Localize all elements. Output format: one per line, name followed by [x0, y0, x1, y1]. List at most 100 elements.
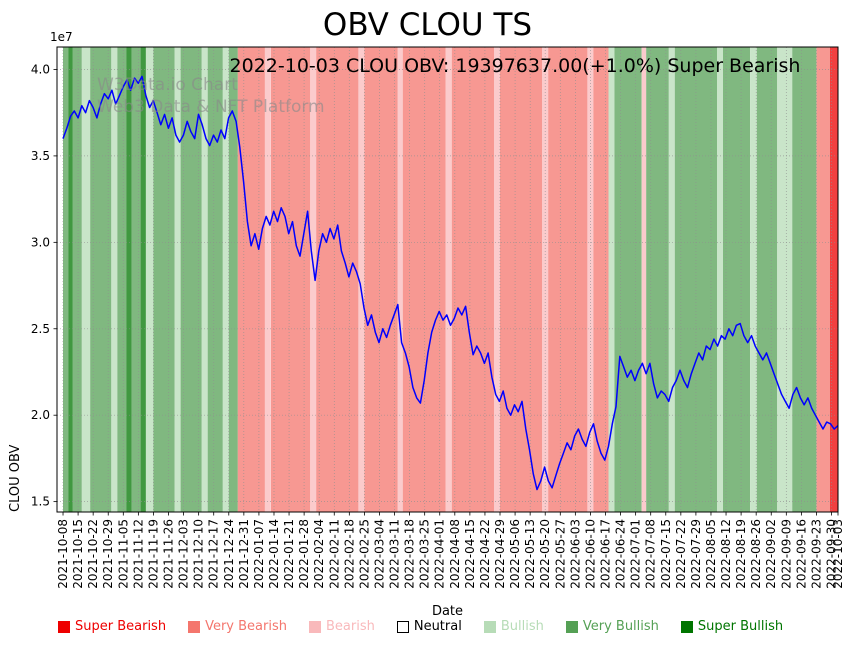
- sentiment-band-bearish: [310, 47, 317, 512]
- y-axis-offset-label: 1e7: [50, 30, 73, 44]
- x-tick-label: 2022-08-12: [719, 519, 733, 589]
- x-tick-label: 2022-03-04: [372, 519, 386, 589]
- sentiment-band-very_bullish: [180, 47, 202, 512]
- sentiment-band-bullish: [222, 47, 229, 512]
- sentiment-band-bullish: [111, 47, 118, 512]
- chart-title: OBV CLOU TS: [322, 7, 533, 43]
- sentiment-band-very_bullish: [228, 47, 238, 512]
- x-tick-label: 2022-01-07: [252, 519, 266, 589]
- sentiment-band-bearish: [587, 47, 594, 512]
- legend-item-very_bullish: Very Bullish: [565, 619, 659, 634]
- sentiment-band-very_bearish: [451, 47, 494, 512]
- legend-swatch-bearish: [308, 620, 321, 633]
- legend-swatch-very_bullish: [565, 620, 578, 633]
- x-tick-label: 2021-12-03: [177, 519, 191, 589]
- x-tick-label: 2021-10-15: [71, 519, 85, 589]
- sentiment-band-bearish: [445, 47, 452, 512]
- sentiment-band-very_bullish: [131, 47, 141, 512]
- sentiment-band-bearish: [542, 47, 549, 512]
- x-tick-label: 2021-11-05: [116, 519, 130, 589]
- y-tick-label: 1.5: [31, 495, 50, 509]
- x-axis-label: Date: [431, 604, 464, 619]
- x-tick-label: 2022-05-06: [508, 519, 522, 589]
- x-tick-label: 2022-02-04: [312, 519, 326, 589]
- x-tick-label: 2022-09-02: [764, 519, 778, 589]
- watermark: W3Data.io Chart Web3 Data & NFT Platform: [97, 74, 325, 118]
- legend-label-bullish: Bullish: [500, 619, 544, 634]
- sentiment-band-very_bullish: [90, 47, 112, 512]
- x-tick-label: 2022-05-13: [523, 519, 537, 589]
- legend: Super Bearish Very Bearish Bearish Neutral B…: [58, 619, 783, 634]
- sentiment-band-bullish: [717, 47, 723, 512]
- x-tick-label: 2021-12-10: [192, 519, 206, 589]
- sentiment-band-very_bullish: [153, 47, 175, 512]
- x-tick-label: 2022-06-24: [614, 519, 628, 589]
- sentiment-band-very_bullish: [792, 47, 817, 512]
- legend-label-neutral: Neutral: [413, 619, 462, 634]
- x-tick-label: 2022-02-25: [357, 519, 371, 589]
- obv-line: [62, 75, 839, 491]
- sentiment-band-bullish: [81, 47, 91, 512]
- legend-item-neutral: Neutral: [396, 619, 462, 634]
- y-tick-label: 4.0: [31, 62, 50, 76]
- x-tick-label: 2022-04-22: [478, 519, 492, 589]
- x-tick-label: 2022-01-28: [297, 519, 311, 589]
- sentiment-band-super_bullish: [126, 47, 132, 512]
- x-tick-label: 2021-12-17: [207, 519, 221, 589]
- y-tick-label: 3.5: [31, 149, 50, 163]
- sentiment-band-very_bullish: [63, 47, 69, 512]
- sentiment-band-very_bearish: [593, 47, 609, 512]
- sentiment-band-bearish: [641, 47, 647, 512]
- legend-label-super_bearish: Super Bearish: [75, 619, 167, 634]
- sentiment-band-very_bullish: [646, 47, 669, 512]
- x-tick-label: 2022-09-23: [809, 519, 823, 589]
- x-tick-label: 2022-03-25: [418, 519, 432, 589]
- legend-label-bearish: Bearish: [325, 619, 375, 634]
- x-tick-label: 2022-04-01: [433, 519, 447, 589]
- sentiment-band-bullish: [668, 47, 675, 512]
- x-tick-label: 2022-06-17: [598, 519, 612, 589]
- x-tick-label: 2022-06-10: [583, 519, 597, 589]
- sentiment-band-bullish: [750, 47, 757, 512]
- sentiment-band-super_bullish: [68, 47, 73, 512]
- x-tick-label: 2022-02-18: [342, 519, 356, 589]
- y-tick-label: 3.0: [31, 235, 50, 249]
- x-tick-label: 2021-12-31: [237, 519, 251, 589]
- legend-item-bullish: Bullish: [483, 619, 544, 634]
- x-tick-label: 2021-12-24: [222, 519, 236, 589]
- x-tick-label: 2021-11-19: [146, 519, 160, 589]
- y-axis-label: CLOU OBV: [8, 444, 23, 512]
- sentiment-band-bearish: [264, 47, 271, 512]
- x-tick-label: 2022-04-29: [493, 519, 507, 589]
- legend-swatch-super_bearish: [58, 620, 70, 633]
- x-tick-label: 2022-06-03: [568, 519, 582, 589]
- sentiment-band-bullish: [201, 47, 208, 512]
- watermark-line2: Web3 Data & NFT Platform: [97, 97, 325, 117]
- x-tick-label: 2021-11-26: [162, 519, 176, 589]
- x-tick-label: 2021-10-22: [86, 519, 100, 589]
- x-tick-label: 2021-10-08: [56, 519, 70, 589]
- x-tick-label: 2022-02-11: [327, 519, 341, 589]
- sentiment-band-very_bullish: [72, 47, 82, 512]
- x-tick-label: 2022-08-26: [749, 519, 763, 589]
- y-tick-label: 2.5: [31, 322, 50, 336]
- sentiment-band-very_bearish: [364, 47, 398, 512]
- sentiment-band-very_bearish: [500, 47, 543, 512]
- legend-label-very_bullish: Very Bullish: [582, 619, 659, 634]
- sentiment-band-very_bearish: [237, 47, 265, 512]
- sentiment-band-super_bullish: [140, 47, 146, 512]
- legend-swatch-super_bullish: [680, 620, 693, 633]
- sentiment-band-very_bearish: [402, 47, 446, 512]
- x-tick-label: 2022-03-11: [388, 519, 402, 589]
- sentiment-band-bullish: [777, 47, 793, 512]
- x-tick-label: 2022-10-03: [831, 519, 845, 589]
- x-tick-label: 2022-08-05: [704, 519, 718, 589]
- legend-label-very_bearish: Very Bearish: [205, 619, 287, 634]
- x-tick-label: 2022-07-08: [644, 519, 658, 589]
- sentiment-band-bearish: [358, 47, 365, 512]
- x-tick-label: 2022-07-15: [659, 519, 673, 589]
- sentiment-band-bearish: [397, 47, 403, 512]
- sentiment-band-bullish: [145, 47, 154, 512]
